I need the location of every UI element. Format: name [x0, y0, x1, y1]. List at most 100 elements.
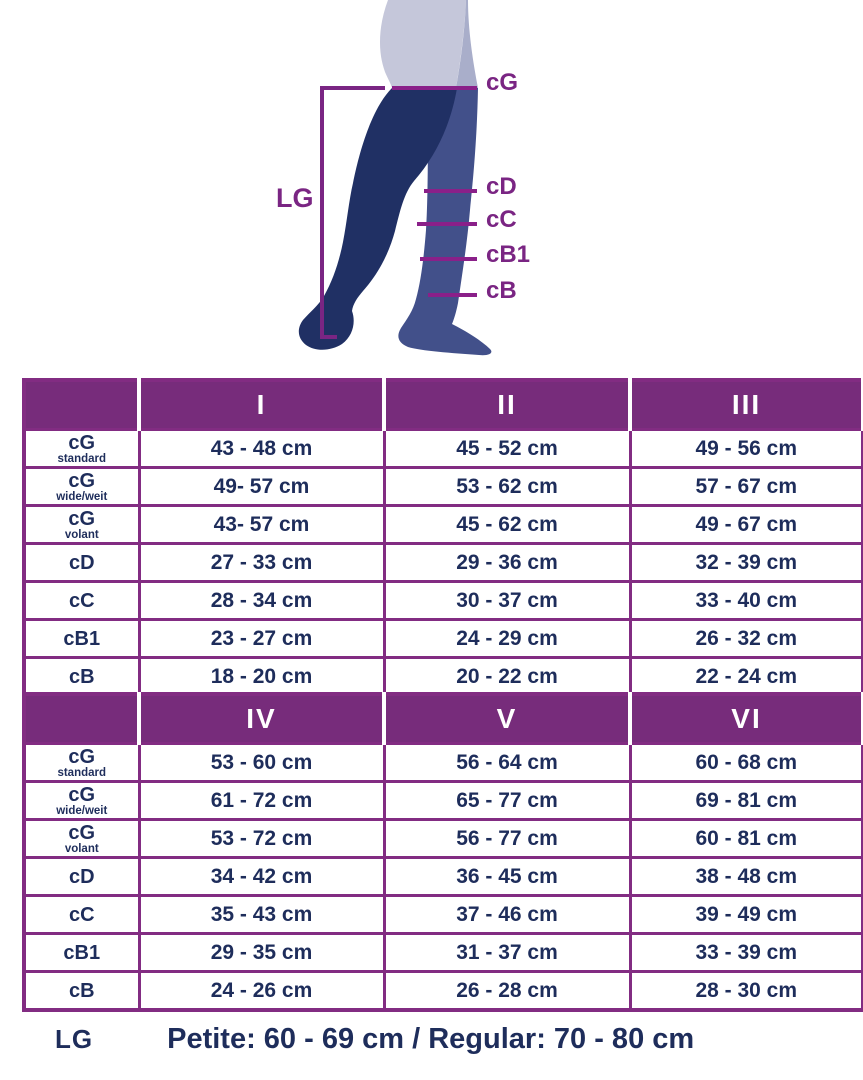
length-note-text: Petite: 60 - 69 cm / Regular: 70 - 80 cm — [167, 1023, 695, 1055]
measure-label: cB1 — [63, 627, 101, 650]
table-row: cD 34 - 42 cm 36 - 45 cm 38 - 48 cm — [22, 856, 863, 897]
value-cell: 43 - 48 cm — [137, 428, 386, 469]
value-cell: 53 - 62 cm — [382, 466, 632, 507]
value-cell: 38 - 48 cm — [628, 856, 863, 897]
value-cell: 45 - 52 cm — [382, 428, 632, 469]
measure-label: cG — [68, 469, 96, 492]
row-label-cell: cG volant — [22, 818, 141, 859]
value-cell: 32 - 39 cm — [628, 542, 863, 583]
value-cell: 69 - 81 cm — [628, 780, 863, 821]
cb1-label: cB1 — [486, 241, 530, 268]
back-leg-shape — [398, 88, 492, 356]
value-cell: 35 - 43 cm — [137, 894, 386, 935]
length-bracket — [320, 86, 385, 339]
table-row: cB1 29 - 35 cm 31 - 37 cm 33 - 39 cm — [22, 932, 863, 973]
column-header-IV: IV — [137, 694, 384, 745]
table-row: cG standard 53 - 60 cm 56 - 64 cm 60 - 6… — [22, 742, 863, 783]
measure-label: cB — [68, 665, 95, 688]
measure-sublabel: wide/weit — [56, 490, 108, 503]
value-cell: 53 - 60 cm — [137, 742, 386, 783]
value-cell: 49 - 56 cm — [628, 428, 863, 469]
value-cell: 33 - 40 cm — [628, 580, 863, 621]
front-leg-shape — [298, 88, 457, 350]
thigh-shadow-shape — [456, 0, 478, 88]
row-label-cell: cB1 — [22, 932, 141, 973]
value-cell: 28 - 30 cm — [628, 970, 863, 1012]
corner-cell — [22, 380, 139, 431]
row-label-cell: cC — [22, 894, 141, 935]
value-cell: 30 - 37 cm — [382, 580, 632, 621]
measure-label: cC — [68, 903, 95, 926]
row-label-cell: cC — [22, 580, 141, 621]
value-cell: 49 - 67 cm — [628, 504, 863, 545]
table-header-row: IV V VI — [22, 694, 863, 745]
lg-label: LG — [276, 183, 314, 213]
row-label-cell: cB — [22, 970, 141, 1012]
row-label-cell: cG wide/weit — [22, 466, 141, 507]
value-cell: 65 - 77 cm — [382, 780, 632, 821]
leg-diagram: LG cG cD cC cB1 cB — [276, 0, 530, 356]
measure-label: cC — [68, 589, 95, 612]
value-cell: 26 - 28 cm — [382, 970, 632, 1012]
row-label-cell: cG volant — [22, 504, 141, 545]
table-row: cC 35 - 43 cm 37 - 46 cm 39 - 49 cm — [22, 894, 863, 935]
column-header-III: III — [628, 380, 863, 431]
table-row: cB1 23 - 27 cm 24 - 29 cm 26 - 32 cm — [22, 618, 863, 659]
table-row: cD 27 - 33 cm 29 - 36 cm 32 - 39 cm — [22, 542, 863, 583]
value-cell: 43- 57 cm — [137, 504, 386, 545]
value-cell: 36 - 45 cm — [382, 856, 632, 897]
row-label-cell: cD — [22, 856, 141, 897]
value-cell: 24 - 29 cm — [382, 618, 632, 659]
column-header-VI: VI — [628, 694, 863, 745]
measure-label: cG — [68, 507, 96, 530]
column-header-V: V — [382, 694, 630, 745]
table-row: cG volant 53 - 72 cm 56 - 77 cm 60 - 81 … — [22, 818, 863, 859]
row-label-cell: cG standard — [22, 428, 141, 469]
value-cell: 57 - 67 cm — [628, 466, 863, 507]
thigh-shape — [379, 0, 466, 88]
value-cell: 23 - 27 cm — [137, 618, 386, 659]
size-table-2: IV V VI cG standard 53 - 60 cm 56 - 64 c… — [22, 692, 863, 1012]
measure-label: cD — [68, 865, 95, 888]
table-row: cB 18 - 20 cm 20 - 22 cm 22 - 24 cm — [22, 656, 863, 698]
value-cell: 26 - 32 cm — [628, 618, 863, 659]
size-table-1: I II III cG standard 43 - 48 cm 45 - 52 … — [22, 378, 863, 698]
value-cell: 49- 57 cm — [137, 466, 386, 507]
row-label-cell: cB — [22, 656, 141, 698]
value-cell: 39 - 49 cm — [628, 894, 863, 935]
value-cell: 37 - 46 cm — [382, 894, 632, 935]
measure-sublabel: standard — [57, 766, 107, 779]
measure-label: cB1 — [63, 941, 101, 964]
measure-sublabel: wide/weit — [56, 804, 108, 817]
corner-cell — [22, 694, 139, 745]
table-header-row: I II III — [22, 380, 863, 431]
row-label-cell: cG wide/weit — [22, 780, 141, 821]
row-label-cell: cD — [22, 542, 141, 583]
value-cell: 60 - 68 cm — [628, 742, 863, 783]
column-header-I: I — [137, 380, 384, 431]
measure-label: cG — [68, 783, 96, 806]
cc-label: cC — [486, 206, 517, 233]
table-row: cG wide/weit 61 - 72 cm 65 - 77 cm 69 - … — [22, 780, 863, 821]
value-cell: 20 - 22 cm — [382, 656, 632, 698]
value-cell: 18 - 20 cm — [137, 656, 386, 698]
column-header-II: II — [382, 380, 630, 431]
row-label-cell: cG standard — [22, 742, 141, 783]
value-cell: 28 - 34 cm — [137, 580, 386, 621]
value-cell: 22 - 24 cm — [628, 656, 863, 698]
measure-sublabel: volant — [64, 842, 99, 855]
measure-label: cB — [68, 979, 95, 1002]
length-note: LG Petite: 60 - 69 cm / Regular: 70 - 80… — [55, 1023, 694, 1056]
value-cell: 56 - 77 cm — [382, 818, 632, 859]
measure-label: cD — [68, 551, 95, 574]
lg-footer-label: LG — [55, 1024, 94, 1054]
value-cell: 45 - 62 cm — [382, 504, 632, 545]
table-row: cC 28 - 34 cm 30 - 37 cm 33 - 40 cm — [22, 580, 863, 621]
table-row: cB 24 - 26 cm 26 - 28 cm 28 - 30 cm — [22, 970, 863, 1012]
measure-label: cG — [68, 431, 96, 454]
value-cell: 31 - 37 cm — [382, 932, 632, 973]
value-cell: 34 - 42 cm — [137, 856, 386, 897]
value-cell: 29 - 35 cm — [137, 932, 386, 973]
cg-label: cG — [486, 69, 518, 96]
measure-sublabel: standard — [57, 452, 107, 465]
